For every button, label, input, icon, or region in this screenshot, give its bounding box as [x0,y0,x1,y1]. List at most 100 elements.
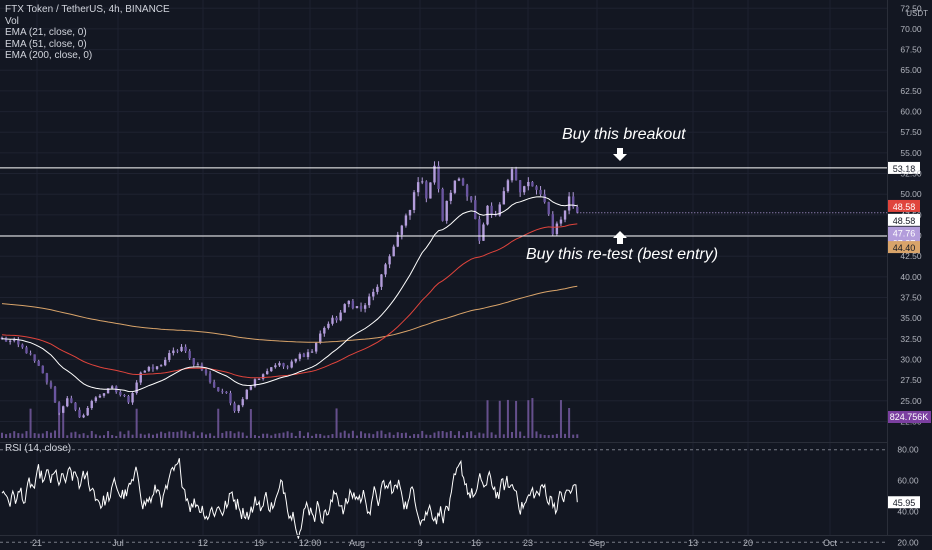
ema-lines [1,196,578,393]
candle-body [327,323,330,328]
volume-bar [535,431,538,438]
candle-body [470,196,473,201]
volume-bar [286,431,289,438]
volume-bar [474,435,477,438]
chart-legend: FTX Token / TetherUS, 4h, BINANCE Vol EM… [5,4,170,62]
volume-bar [74,431,77,438]
time-tick-label: 23 [523,538,533,548]
volume-bar [21,433,24,438]
candle-body [188,351,191,359]
volume-bar [335,408,338,438]
volume-bar [576,434,579,438]
volume-bar [311,435,314,438]
volume-bar [372,434,375,438]
candle-body [563,210,567,220]
candle-body [278,363,281,366]
candle-body [408,209,412,216]
volume-bar [278,433,281,438]
candle-body [266,371,269,375]
volume-bar [445,432,448,438]
candle-body [212,382,216,388]
time-tick-label: 12 [198,538,208,548]
volume-bar [388,432,391,438]
volume-bar [506,399,509,438]
volume-bar [429,434,432,438]
rsi-tick-label: 60.00 [897,476,919,486]
candle-body [319,333,322,343]
candle-body [347,300,350,305]
candle-body [176,350,179,352]
level-label: 53.18 [893,164,916,174]
rsi-legend[interactable]: RSI (14, close) [5,443,72,454]
candle-body [294,358,297,362]
candle-body [180,346,183,352]
volume-bar [176,431,179,438]
volume-bar [156,433,159,438]
volume-bar [54,430,57,438]
candle-body [131,393,134,403]
volume-bar [315,433,318,438]
volume-bar [196,435,199,438]
candle-body [208,373,212,383]
retest-annotation: Buy this re-test (best entry) [526,246,719,263]
volume-bar [17,433,20,438]
volume-bar [262,433,265,438]
candle-body [229,393,232,404]
volume-bar [221,432,224,438]
volume-bar [298,430,301,438]
volume-legend[interactable]: Vol [5,15,19,27]
volume-bar [151,434,154,438]
volume-bar [180,430,183,438]
candle-body [531,181,534,187]
volume-bar [400,433,403,438]
price-tick-label: 65.00 [900,65,922,75]
ema51-legend[interactable]: EMA (51, close, 0) [5,38,87,50]
price-label: 47.76 [893,229,916,239]
volume-bar [302,435,305,438]
candle-body [523,186,526,193]
candle-body [392,246,395,257]
time-tick-label: 12:00 [299,538,322,548]
candle-body [155,366,159,369]
ema200-legend[interactable]: EMA (200, close, 0) [5,50,93,61]
volume-bar [217,408,220,438]
candle-body [237,405,240,412]
price-tick-label: 42.50 [900,251,922,261]
volume-bar [86,435,89,438]
volume-bar [519,431,522,438]
volume-bar [457,431,460,438]
candle-body [310,351,314,353]
volume-bar [49,432,52,438]
price-label: 44.40 [893,243,916,253]
volume-bar [123,434,126,438]
volume-bar [1,432,3,438]
candle-body [376,286,379,292]
volume-bar [351,430,354,438]
ema21-legend[interactable]: EMA (21, close, 0) [5,27,87,38]
candle-body [286,366,289,368]
volume-bar [413,434,416,438]
candle-body [192,358,195,365]
candle-body [510,169,514,181]
candle-body [298,354,302,359]
symbol-title[interactable]: FTX Token / TetherUS, 4h, BINANCE [5,4,170,15]
candle-body [282,363,285,367]
volume-bar [172,432,175,438]
volume-bar [258,435,261,438]
candle-body [323,327,326,334]
ema200-line [1,285,578,343]
candle-body [29,353,32,355]
candle-body [506,180,510,192]
candle-body [123,395,126,397]
candle-body [396,234,399,247]
candle-body [98,395,102,398]
volume-bar [25,431,28,438]
volume-bar [433,432,436,438]
volume-bar [543,435,546,438]
volume-bar [466,432,469,438]
price-tick-label: 72.50 [900,3,922,13]
candle-body [261,374,265,379]
candle-body [233,403,236,412]
candle-body [257,378,261,380]
